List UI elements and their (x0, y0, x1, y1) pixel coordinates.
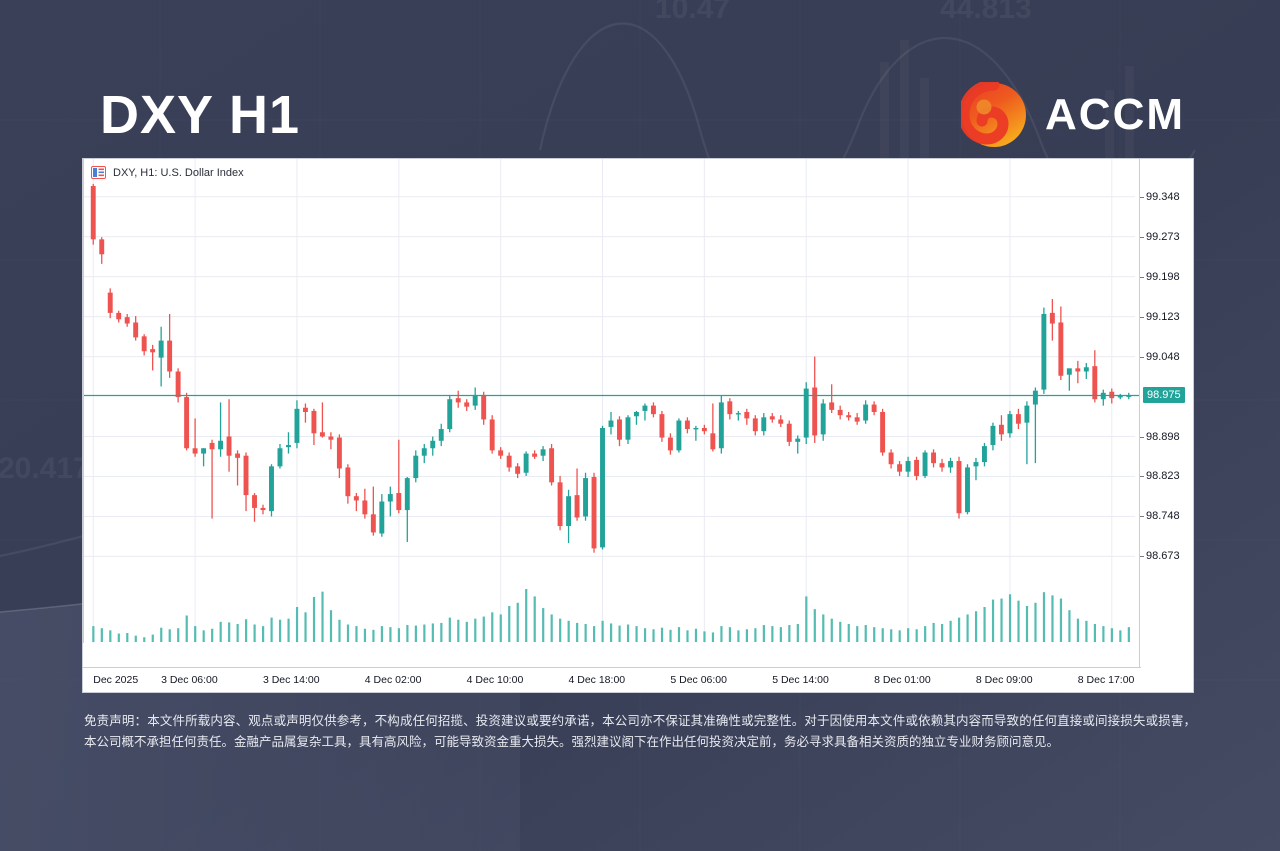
price-axis-tick: 99.198 (1140, 270, 1180, 283)
time-axis-tick: 3 Dec 06:00 (161, 674, 218, 686)
price-axis-tick: 98.748 (1140, 510, 1180, 523)
price-axis[interactable]: 99.348 99.273 99.198 99.123 99.048 98.975 98.8… (1139, 159, 1193, 669)
price-axis-tick: 98.898 (1140, 430, 1180, 443)
chart-symbol-icon (91, 166, 106, 179)
time-axis-tick: 5 Dec 14:00 (772, 674, 829, 686)
brand-logo: ACCM (958, 79, 1185, 148)
chart-panel[interactable]: DXY, H1: U.S. Dollar Index 99.348 99.273 9… (82, 158, 1194, 693)
svg-text:20.417: 20.417 (0, 452, 90, 485)
time-axis-tick: 8 Dec 09:00 (975, 674, 1033, 686)
page-title: DXY H1 (100, 85, 301, 145)
price-axis-tick: 98.823 (1140, 470, 1180, 483)
time-axis-tick: 4 Dec 10:00 (466, 674, 524, 686)
brand-name: ACCM (1045, 90, 1185, 139)
price-axis-tick: 99.048 (1140, 350, 1180, 363)
time-axis-tick: 5 Dec 06:00 (670, 674, 727, 686)
time-axis-tick: 3 Dec 14:00 (262, 674, 320, 686)
current-price-badge: 98.975 (1143, 387, 1185, 404)
chart-legend: DXY, H1: U.S. Dollar Index (91, 166, 244, 179)
time-axis-tick: 8 Dec 01:00 (874, 674, 931, 686)
time-axis-tick: 8 Dec 17:00 (1077, 674, 1135, 686)
time-axis-tick: 4 Dec 02:00 (364, 674, 422, 686)
disclaimer-text: 免责声明：本文件所载内容、观点或声明仅供参考，不构成任何招揽、投资建议或要约承诺… (84, 713, 1196, 749)
price-axis-tick: 98.673 (1140, 550, 1180, 563)
candlestick-plot[interactable] (83, 159, 1141, 669)
svg-text:10.47: 10.47 (655, 0, 730, 25)
svg-text:44.813: 44.813 (940, 0, 1032, 25)
chart-legend-text: DXY, H1: U.S. Dollar Index (113, 166, 244, 179)
page-header: DXY H1 ACCM (0, 0, 1280, 158)
price-axis-tick: 99.123 (1140, 310, 1180, 323)
accm-swirl-icon (958, 79, 1027, 148)
time-axis-tick: 4 Dec 18:00 (568, 674, 626, 686)
price-axis-tick: 99.273 (1140, 230, 1180, 243)
time-axis[interactable]: Dec 2025 3 Dec 06:00 3 Dec 14:00 4 Dec 02:0… (83, 667, 1141, 692)
time-axis-tick: Dec 2025 (93, 674, 139, 686)
price-axis-tick: 99.348 (1140, 190, 1180, 203)
